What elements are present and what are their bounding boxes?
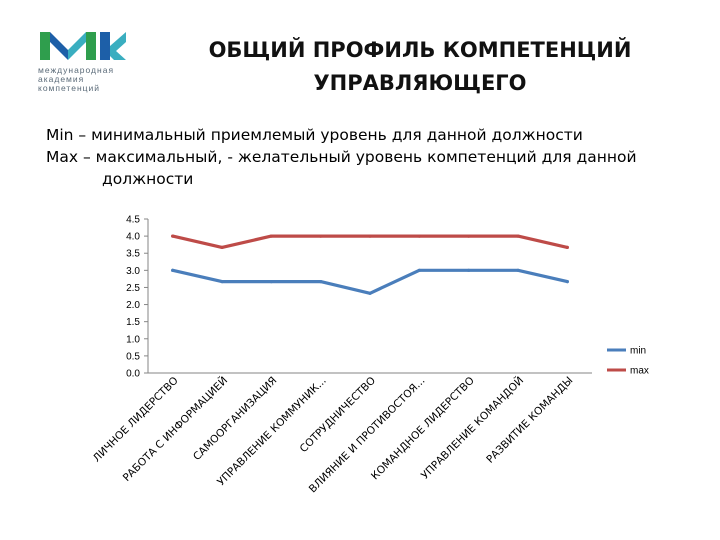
- series-line-max: [171, 234, 569, 249]
- page-title: ОБЩИЙ ПРОФИЛЬ КОМПЕТЕНЦИЙ УПРАВЛЯЮЩЕГО: [170, 34, 670, 100]
- data-point-max: [516, 234, 520, 238]
- legend-label-max: max: [630, 366, 649, 377]
- max-definition: Max – максимальный, - желательный уровен…: [46, 148, 637, 166]
- series-line-min: [171, 268, 569, 295]
- data-point-max: [220, 245, 224, 250]
- data-point-min: [269, 280, 273, 284]
- data-point-max: [269, 234, 273, 238]
- max-definition-continued: должности: [102, 170, 194, 188]
- data-point-max: [467, 234, 471, 238]
- y-tick-label: 3.5: [126, 249, 140, 260]
- x-tick-label: САМООРГАНИЗАЦИЯ: [191, 375, 279, 463]
- description: Min – минимальный приемлемый уровень для…: [46, 124, 696, 190]
- y-tick-label: 4.5: [126, 215, 140, 226]
- y-tick-label: 4.0: [126, 232, 140, 243]
- academy-logo: [40, 32, 126, 60]
- data-point-min: [220, 280, 224, 284]
- page-title-line-2: УПРАВЛЯЮЩЕГО: [313, 71, 527, 95]
- logo-caption-line-2: академия: [38, 74, 85, 84]
- y-tick-label: 2.0: [126, 300, 140, 311]
- x-tick-label: РАЗВИТИЕ КОМАНДЫ: [484, 375, 575, 466]
- x-tick-label: ЛИЧНОЕ ЛИДЕРСТВО: [91, 375, 181, 465]
- logo-m-left: [40, 32, 50, 60]
- data-point-min: [319, 280, 323, 284]
- min-definition: Min – минимальный приемлемый уровень для…: [46, 126, 583, 144]
- data-point-min: [417, 268, 421, 272]
- y-tick-label: 0.5: [126, 351, 140, 362]
- logo-m-center: [50, 32, 68, 60]
- logo-caption-line-3: компетенций: [38, 83, 101, 93]
- y-axis: 0.0 0.5 1.0 1.5 2.0 2.5 3.0 3.5 4.0 4.5: [126, 215, 592, 380]
- y-tick-label: 1.0: [126, 334, 140, 345]
- data-point-max: [368, 234, 372, 238]
- data-point-max: [171, 234, 175, 238]
- y-tick-label: 1.5: [126, 317, 140, 328]
- data-point-min: [171, 268, 175, 272]
- logo-k-arm: [110, 32, 126, 60]
- y-tick-label: 0.0: [126, 369, 140, 380]
- logo-k-stem: [100, 32, 110, 60]
- data-point-max: [319, 234, 323, 238]
- x-tick-label: УПРАВЛЕНИЕ КОМАНДОЙ: [418, 374, 526, 482]
- logo-caption-line-1: международная: [38, 65, 115, 75]
- data-point-min: [368, 291, 372, 295]
- legend-label-min: min: [630, 346, 646, 357]
- series-lines: [171, 234, 569, 295]
- y-tick-label: 2.5: [126, 283, 140, 294]
- data-point-max: [417, 234, 421, 238]
- logo-m-right: [86, 32, 96, 60]
- x-tick-label: РАБОТА С ИНФОРМАЦИЕЙ: [120, 374, 230, 484]
- y-tick-label: 3.0: [126, 266, 140, 277]
- data-point-min: [516, 268, 520, 272]
- data-point-min: [467, 268, 471, 272]
- logo-a-shape: [68, 32, 86, 60]
- page-title-line-1: ОБЩИЙ ПРОФИЛЬ КОМПЕТЕНЦИЙ: [208, 38, 632, 62]
- x-tick-label: КОМАНДНОЕ ЛИДЕРСТВО: [369, 375, 477, 483]
- data-point-min: [565, 280, 569, 284]
- data-point-max: [565, 245, 569, 250]
- logo-caption: международная академия компетенций: [38, 66, 138, 93]
- legend: min max: [607, 346, 649, 377]
